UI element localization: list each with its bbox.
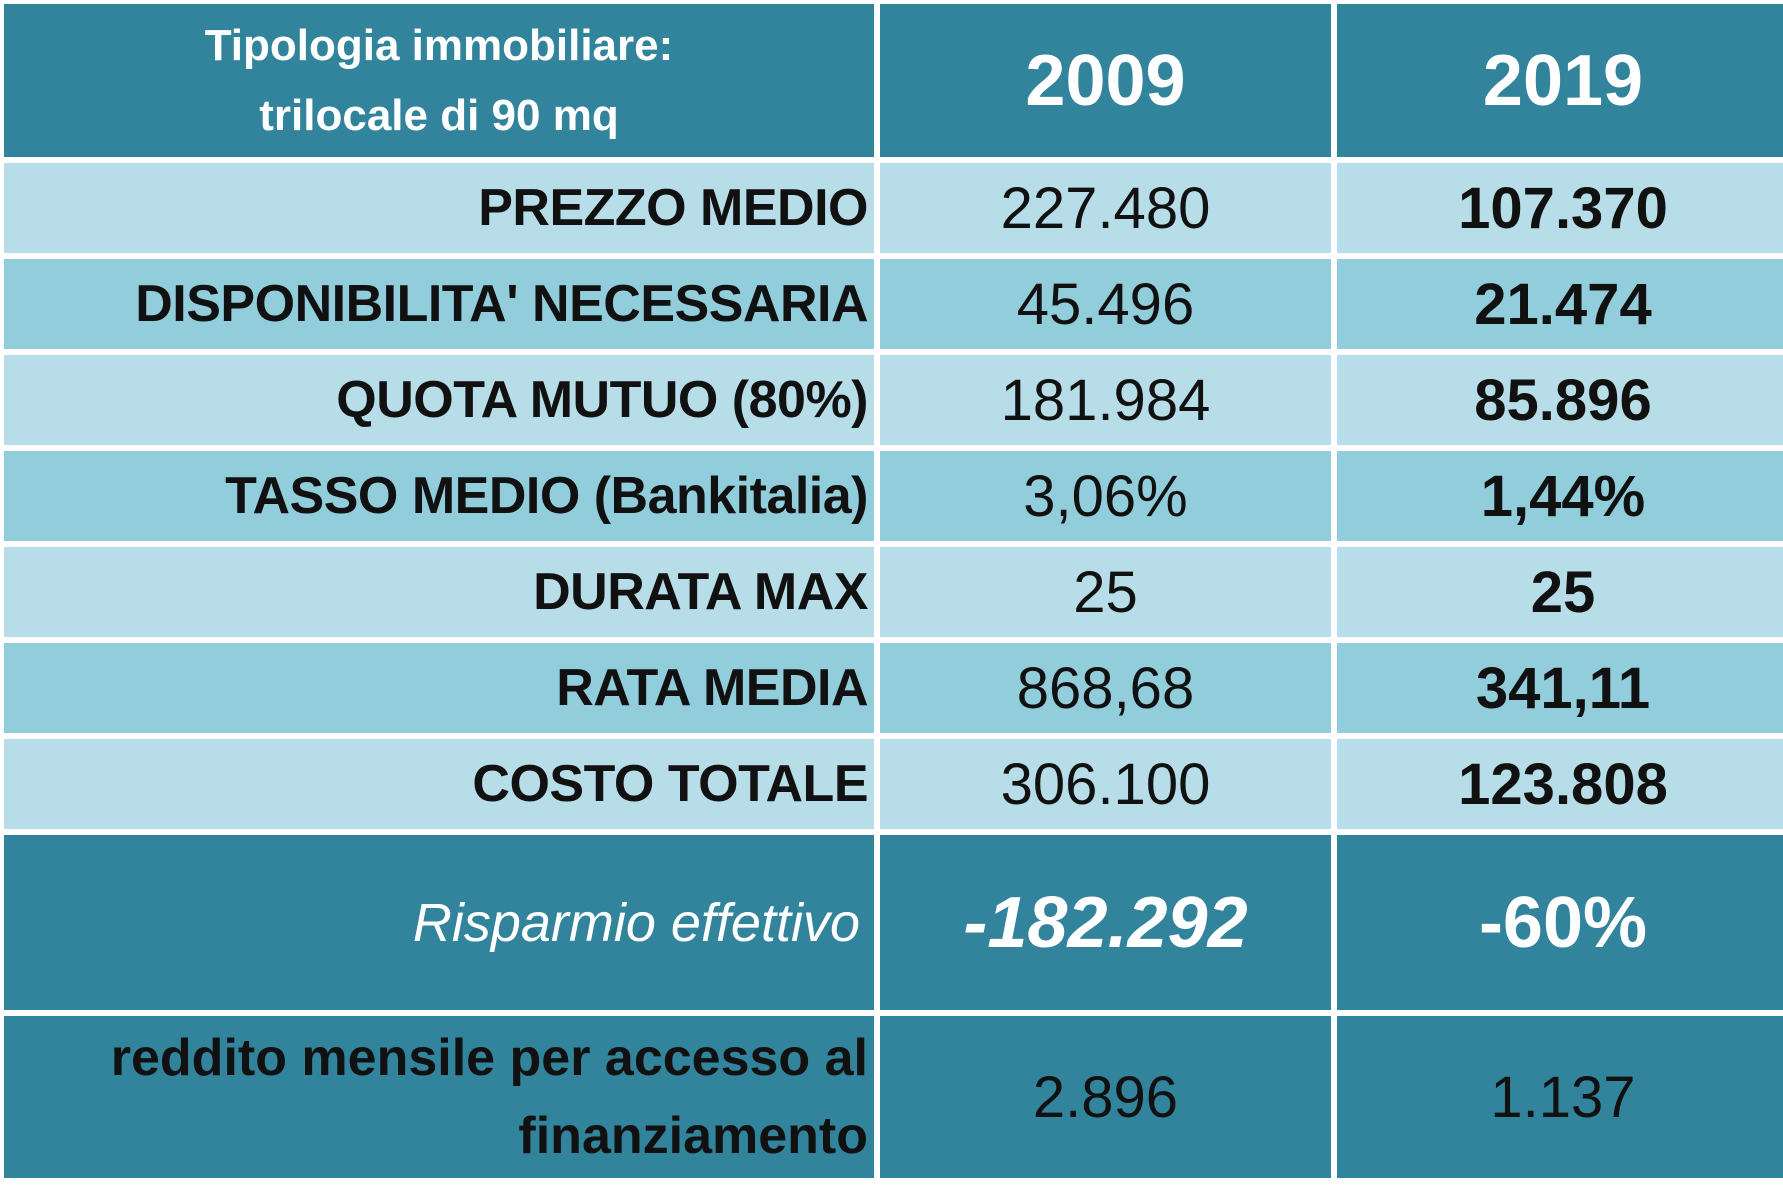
row-label-risparmio: Risparmio effettivo: [4, 835, 874, 1010]
row-label-costo-totale: COSTO TOTALE: [4, 739, 874, 829]
cell-2019-prezzo-medio: 107.370: [1337, 163, 1783, 253]
reddito-label-line1: reddito mensile per accesso al: [110, 1029, 868, 1087]
reddito-label-text: reddito mensile per accesso al finanziam…: [111, 1019, 868, 1175]
cell-2009-prezzo-medio: 227.480: [880, 163, 1331, 253]
cell-2019-rata-media: 341,11: [1337, 643, 1783, 733]
header-typology-label: Tipologia immobiliare: trilocale di 90 m…: [4, 4, 874, 157]
row-label-tasso-medio: TASSO MEDIO (Bankitalia): [4, 451, 874, 541]
row-label-reddito: reddito mensile per accesso al finanziam…: [4, 1016, 874, 1178]
cell-2009-tasso-medio: 3,06%: [880, 451, 1331, 541]
reddito-label-line2: finanziamento: [518, 1107, 868, 1165]
cell-2019-reddito: 1.137: [1337, 1016, 1783, 1178]
cell-2009-quota-mutuo: 181.984: [880, 355, 1331, 445]
cell-risparmio-percent: -60%: [1337, 835, 1783, 1010]
row-label-quota-mutuo: QUOTA MUTUO (80%): [4, 355, 874, 445]
header-typology-line1: Tipologia immobiliare:: [204, 20, 674, 70]
cell-2009-reddito: 2.896: [880, 1016, 1331, 1178]
row-label-prezzo-medio: PREZZO MEDIO: [4, 163, 874, 253]
cell-2019-disponibilita: 21.474: [1337, 259, 1783, 349]
cell-2019-tasso-medio: 1,44%: [1337, 451, 1783, 541]
cell-2019-durata-max: 25: [1337, 547, 1783, 637]
row-label-rata-media: RATA MEDIA: [4, 643, 874, 733]
header-year-2019: 2019: [1337, 4, 1783, 157]
row-label-disponibilita: DISPONIBILITA' NECESSARIA: [4, 259, 874, 349]
cell-2009-durata-max: 25: [880, 547, 1331, 637]
row-label-durata-max: DURATA MAX: [4, 547, 874, 637]
cell-2009-disponibilita: 45.496: [880, 259, 1331, 349]
cell-2019-quota-mutuo: 85.896: [1337, 355, 1783, 445]
cell-2019-costo-totale: 123.808: [1337, 739, 1783, 829]
cell-risparmio-amount: -182.292: [880, 835, 1331, 1010]
header-typology-line2: trilocale di 90 mq: [259, 90, 619, 140]
cell-2009-rata-media: 868,68: [880, 643, 1331, 733]
cell-2009-costo-totale: 306.100: [880, 739, 1331, 829]
header-year-2009: 2009: [880, 4, 1331, 157]
